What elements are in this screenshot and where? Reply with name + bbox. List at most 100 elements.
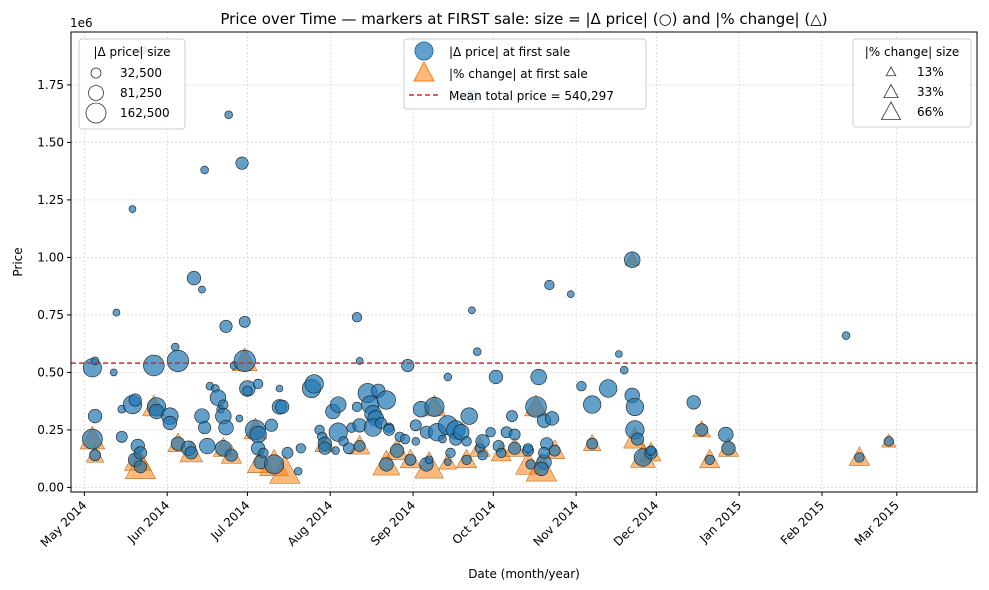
legend-size-circle-label: 32,500 (120, 66, 162, 80)
circle-point (424, 455, 434, 465)
circle-point (353, 440, 366, 452)
circle-point (233, 349, 256, 372)
legend-size-triangle-marker (880, 101, 902, 120)
legend-triangle-size-title: |% change| size (865, 45, 960, 59)
circle-point (566, 290, 575, 299)
circle-point (460, 407, 478, 425)
circle-point (224, 110, 233, 120)
legend-size-triangle-marker (885, 66, 897, 77)
circle-point (389, 443, 405, 458)
circle-point (293, 467, 303, 476)
legend-size-triangle-marker (883, 83, 899, 99)
circle-point (686, 395, 701, 410)
circle-point (87, 408, 103, 424)
circle-point (624, 251, 641, 268)
circle-point (645, 445, 657, 456)
legend-triangle-size: |% change| size 13% 33% 66% (852, 38, 972, 128)
legend-size-triangle-label: 66% (917, 105, 944, 119)
circle-point (488, 369, 504, 385)
circle-point (219, 319, 233, 333)
legend-size-circle-marker (88, 85, 104, 101)
circle-point (351, 401, 363, 413)
circle-point (343, 442, 355, 455)
circle-point (583, 395, 602, 414)
legend-series-entry-mean: Mean total price = 540,297 (449, 89, 614, 103)
legend-triangle-swatch (413, 60, 435, 82)
legend-circle-size-title: |Δ price| size (93, 45, 170, 59)
circle-point (331, 446, 340, 455)
circle-point (199, 437, 216, 455)
legend-triangle-size-box (852, 38, 972, 128)
circle-point (184, 446, 198, 460)
circle-point (162, 415, 177, 431)
circle-point (128, 205, 137, 213)
legend-size-circle-marker (90, 67, 102, 79)
circle-point (883, 436, 894, 447)
circle-point (275, 399, 290, 415)
circle-point (143, 354, 165, 377)
circle-point (200, 165, 209, 175)
y-tick-label: 0.50 (37, 365, 64, 379)
circle-point (548, 444, 561, 457)
circle-point (275, 384, 284, 393)
y-tick-label: 0.00 (37, 480, 64, 494)
circle-point (194, 408, 210, 424)
circle-point (496, 447, 507, 459)
circle-point (128, 393, 142, 407)
y-tick-label: 1.25 (37, 193, 64, 207)
circle-point (538, 447, 550, 459)
circle-point (411, 437, 420, 446)
circle-point (534, 461, 549, 477)
circle-point (695, 423, 709, 437)
circle-point (198, 285, 206, 294)
circle-point (166, 349, 189, 372)
circle-point (477, 450, 488, 461)
x-axis-label: Date (month/year) (468, 567, 580, 581)
circle-point (133, 460, 147, 474)
circle-point (258, 447, 269, 459)
circle-point (704, 454, 715, 465)
legend-size-triangle-label: 13% (917, 65, 944, 79)
circle-point (304, 374, 324, 394)
legend-size-circle-label: 81,250 (120, 86, 162, 100)
legend-size-circle-marker (85, 102, 107, 124)
circle-point (461, 436, 472, 447)
circle-point (445, 447, 456, 459)
circle-point (238, 315, 251, 328)
circle-point (485, 427, 496, 438)
circle-point (82, 428, 103, 450)
circle-point (468, 306, 476, 315)
circle-point (281, 447, 294, 459)
circle-point (383, 424, 395, 436)
legend-circle-size-box (78, 38, 186, 130)
circle-point (89, 449, 101, 462)
circle-point (252, 378, 264, 390)
circle-point (508, 428, 521, 441)
y-offset-text: 1e6 (70, 16, 93, 30)
circle-point (854, 452, 865, 463)
circle-point (475, 434, 490, 449)
legend-circle-size: |Δ price| size 32,500 81,250 162,500 (78, 38, 186, 130)
circle-point (115, 430, 128, 443)
circle-point (631, 432, 645, 446)
circle-markers (82, 46, 894, 477)
circle-point (508, 441, 522, 455)
circle-point (133, 446, 147, 460)
circle-point (461, 454, 472, 465)
plot-frame (70, 31, 978, 493)
circle-point (401, 358, 415, 373)
circle-point (399, 433, 411, 445)
y-axis-ticks: 0.00 0.25 0.50 0.75 1.00 1.25 1.50 1.75 (37, 78, 71, 494)
circle-point (586, 437, 599, 450)
legend-size-circle-label: 162,500 (120, 106, 170, 120)
y-tick-label: 1.75 (37, 78, 64, 92)
circle-point (522, 443, 534, 454)
legend-series-entry-circle: |Δ price| at first sale (449, 45, 570, 59)
circle-point (530, 368, 547, 386)
circle-point (112, 308, 121, 317)
circle-point (318, 441, 332, 455)
circle-point (218, 419, 234, 436)
circle-point (186, 270, 202, 286)
circle-point (224, 448, 238, 462)
